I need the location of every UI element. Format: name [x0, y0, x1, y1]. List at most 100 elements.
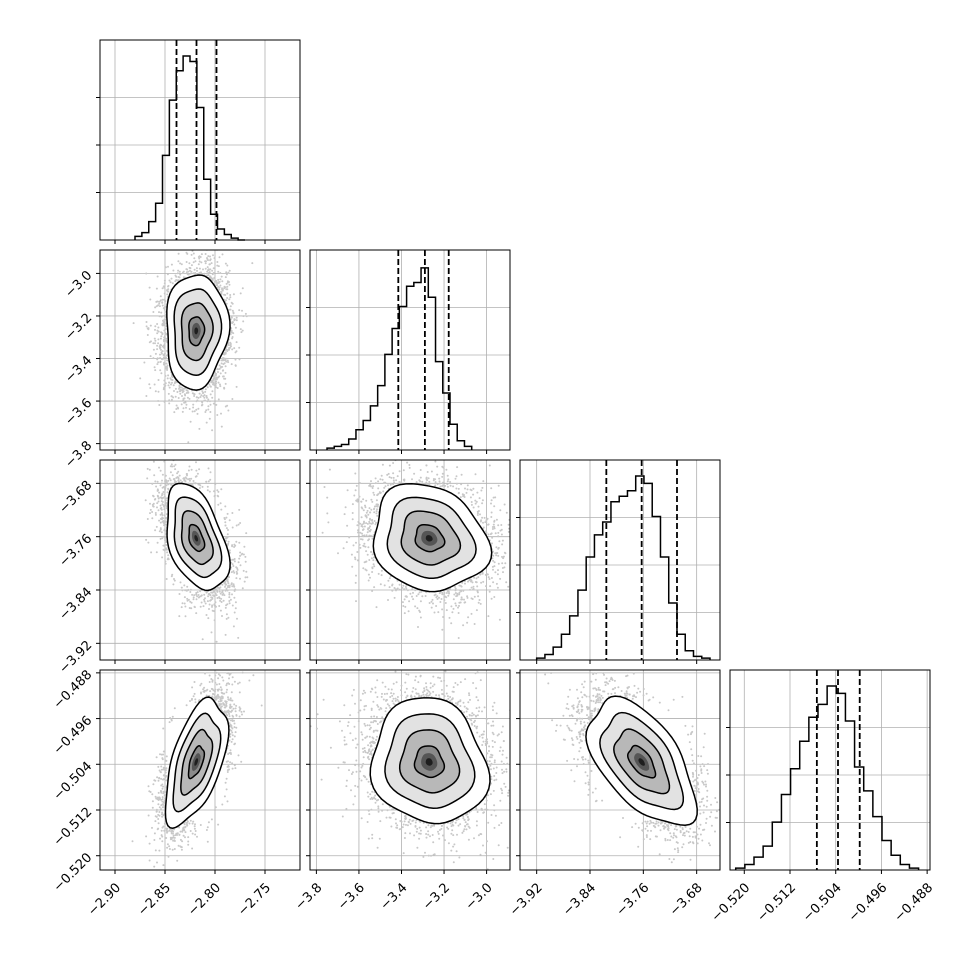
scatter-point [225, 539, 227, 542]
scatter-point [459, 700, 462, 703]
scatter-point [372, 721, 375, 724]
scatter-point [164, 487, 167, 490]
scatter-point [186, 597, 189, 600]
scatter-point [367, 513, 370, 516]
scatter-point [216, 693, 219, 696]
scatter-point [655, 835, 658, 838]
scatter-point [463, 496, 466, 498]
scatter-point [208, 592, 211, 595]
scatter-point [193, 482, 195, 485]
scatter-point [163, 286, 166, 289]
scatter-point [225, 760, 228, 763]
scatter-point [154, 328, 156, 331]
scatter-point [436, 473, 439, 476]
scatter-point [380, 695, 383, 698]
scatter-point [192, 272, 195, 275]
scatter-point [360, 817, 363, 820]
scatter-point [471, 723, 474, 726]
scatter-point [163, 544, 166, 547]
scatter-point [222, 375, 224, 378]
scatter-point [206, 826, 209, 829]
scatter-point [486, 808, 489, 811]
scatter-point [429, 826, 432, 829]
scatter-point [433, 667, 435, 669]
scatter-point [476, 731, 479, 734]
scatter-point [166, 359, 169, 362]
scatter-point [231, 714, 234, 717]
scatter-point [227, 361, 230, 364]
scatter-point [358, 777, 361, 780]
scatter-point [206, 400, 209, 403]
scatter-point [211, 390, 214, 393]
scatter-point [154, 513, 157, 516]
scatter-point [207, 272, 210, 275]
scatter-point [688, 835, 691, 838]
scatter-point [221, 288, 224, 291]
scatter-point [469, 718, 472, 721]
scatter-point [233, 703, 236, 706]
scatter-point [368, 728, 371, 731]
scatter-point [483, 706, 486, 709]
scatter-point [404, 817, 407, 820]
scatter-point [452, 690, 455, 693]
scatter-point [246, 576, 249, 579]
scatter-point [159, 357, 162, 359]
scatter-point [163, 292, 166, 295]
scatter-point [211, 604, 214, 607]
scatter-point [367, 749, 370, 752]
scatter-point [478, 706, 481, 709]
scatter-point [400, 684, 403, 687]
scatter-point [493, 505, 496, 508]
scatter-point [219, 284, 222, 287]
scatter-point [703, 732, 706, 735]
panel-content [100, 460, 300, 660]
scatter-point [684, 724, 687, 727]
scatter-point [206, 257, 208, 259]
scatter-point [202, 688, 205, 691]
scatter-point [197, 247, 199, 249]
scatter-point [490, 502, 492, 505]
scatter-point [370, 557, 373, 560]
scatter-point [726, 807, 728, 809]
scatter-point [229, 598, 232, 601]
scatter-point [507, 530, 510, 533]
scatter-point [176, 272, 179, 275]
scatter-point [195, 267, 198, 270]
scatter-point [375, 499, 378, 502]
scatter-point [487, 821, 490, 824]
scatter-point [403, 612, 406, 615]
scatter-point [418, 591, 421, 594]
scatter-point [365, 534, 368, 537]
scatter-point [223, 594, 226, 597]
scatter-point [446, 483, 449, 486]
scatter-point [193, 827, 196, 830]
scatter-point [194, 698, 197, 701]
scatter-point [181, 410, 184, 413]
scatter-point [492, 523, 495, 526]
scatter-point [390, 825, 393, 828]
scatter-point [612, 652, 614, 654]
scatter-point [226, 297, 229, 299]
scatter-point [154, 390, 157, 393]
scatter-point [398, 588, 401, 591]
scatter-point [216, 688, 219, 691]
scatter-point [180, 586, 183, 589]
scatter-point [476, 714, 479, 717]
scatter-point [425, 694, 428, 697]
scatter-point [698, 801, 701, 804]
scatter-point [636, 691, 639, 694]
scatter-point [337, 552, 339, 555]
scatter-point [467, 838, 470, 841]
scatter-point [218, 288, 221, 291]
scatter-point [387, 579, 390, 582]
scatter-point [500, 533, 503, 536]
scatter-point [382, 698, 385, 701]
scatter-point [183, 602, 186, 605]
scatter-point [241, 671, 244, 674]
scatter-point [654, 826, 657, 829]
scatter-point [206, 840, 209, 843]
scatter-point [231, 734, 234, 737]
scatter-point [238, 681, 241, 684]
scatter-point [224, 365, 227, 368]
scatter-point [202, 605, 205, 608]
